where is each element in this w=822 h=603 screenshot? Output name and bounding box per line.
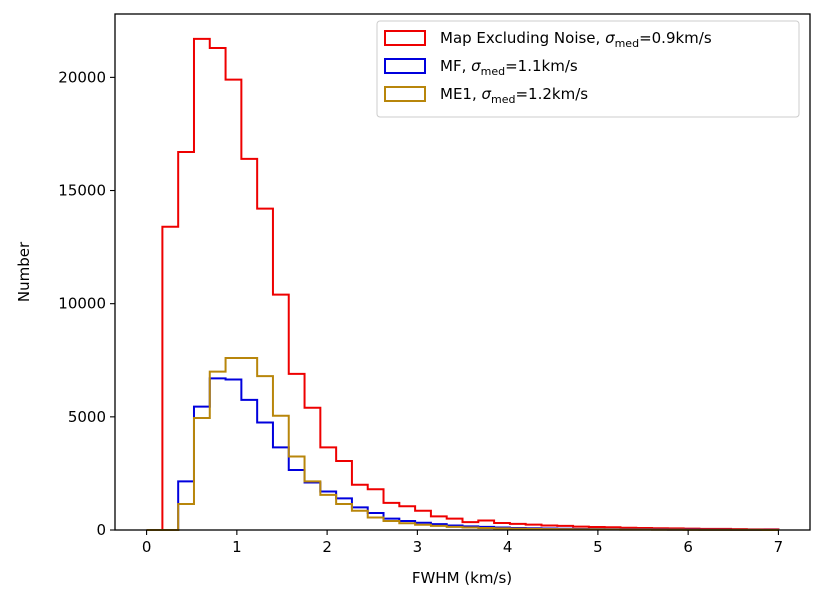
x-tick-label: 0 <box>142 538 152 556</box>
legend-sigma-subscript: med <box>615 37 639 50</box>
x-tick-label: 3 <box>413 538 423 556</box>
legend-sigma-symbol: σ <box>605 29 615 47</box>
legend-sigma-subscript: med <box>481 65 505 78</box>
legend-swatch <box>384 86 426 102</box>
legend-label: Map Excluding Noise, σmed=0.9km/s <box>440 29 712 50</box>
y-tick-label: 0 <box>96 521 106 539</box>
legend-sigma-symbol: σ <box>482 85 492 103</box>
y-tick-label: 15000 <box>58 182 106 200</box>
legend-box <box>376 20 800 118</box>
legend-series-name: Map Excluding Noise, <box>440 29 605 47</box>
y-tick-label: 5000 <box>68 408 106 426</box>
legend: Map Excluding Noise, σmed=0.9km/sMF, σme… <box>376 20 800 118</box>
plot-frame <box>114 13 811 531</box>
legend-entries: Map Excluding Noise, σmed=0.9km/sMF, σme… <box>384 29 712 106</box>
legend-label: MF, σmed=1.1km/s <box>440 57 578 78</box>
legend-sigma-symbol: σ <box>471 57 481 75</box>
legend-sigma-value: =1.2km/s <box>515 85 588 103</box>
y-axis-ticks: 0 5000 10000 15000 20000 <box>58 68 115 539</box>
legend-series-name: MF, <box>440 57 471 75</box>
x-tick-label: 2 <box>322 538 332 556</box>
y-tick-label: 20000 <box>58 68 106 86</box>
x-tick-label: 6 <box>683 538 693 556</box>
x-tick-label: 7 <box>774 538 784 556</box>
x-tick-label: 5 <box>593 538 603 556</box>
legend-sigma-value: =1.1km/s <box>505 57 578 75</box>
x-axis-title: FWHM (km/s) <box>412 569 512 587</box>
x-tick-label: 4 <box>503 538 513 556</box>
legend-swatch <box>384 30 426 46</box>
legend-series-name: ME1, <box>440 85 482 103</box>
x-tick-label: 1 <box>232 538 242 556</box>
legend-swatch <box>384 58 426 74</box>
y-axis-title: Number <box>15 241 33 302</box>
x-axis-ticks: 0 1 2 3 4 5 6 7 <box>142 530 783 556</box>
y-tick-label: 10000 <box>58 295 106 313</box>
series-map-excluding-noise-line <box>146 37 780 531</box>
legend-sigma-value: =0.9km/s <box>639 29 712 47</box>
legend-label: ME1, σmed=1.2km/s <box>440 85 588 106</box>
legend-sigma-subscript: med <box>491 93 515 106</box>
